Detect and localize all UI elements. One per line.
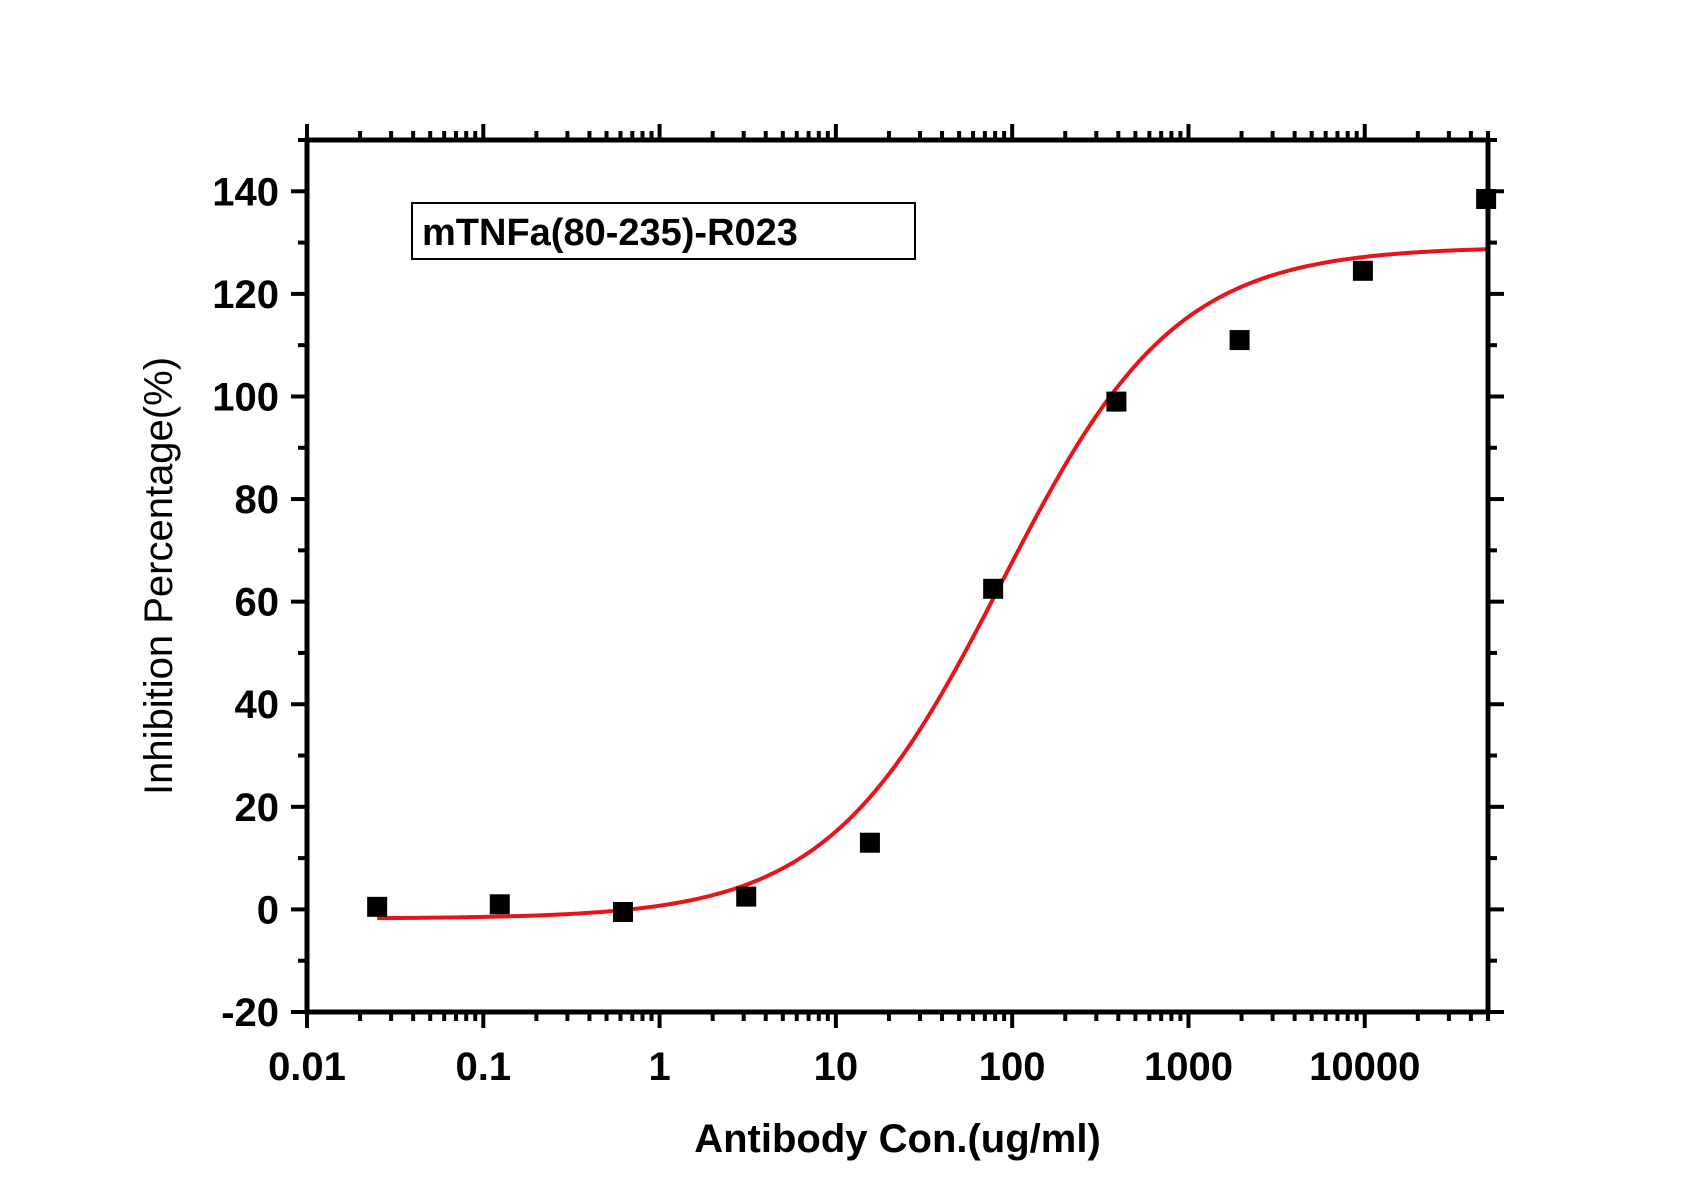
x-tick-label: 100 (979, 1045, 1046, 1089)
data-point (983, 578, 1004, 599)
x-tick-label: 1 (648, 1045, 670, 1089)
legend: mTNFa(80-235)-R023 (411, 202, 916, 260)
y-tick-label: 120 (212, 273, 279, 317)
y-tick-labels: -20 0 20 40 60 80 100 120 140 (212, 170, 279, 1035)
data-point (859, 832, 880, 853)
data-point (367, 896, 388, 917)
data-points-layer (367, 188, 1497, 922)
x-axis-title: Antibody Con.(ug/ml) (694, 1117, 1101, 1161)
y-axis-title: Inhibition Percentage(%) (137, 357, 181, 795)
y-tick-label: 0 (257, 888, 279, 932)
x-tick-label: 0.1 (455, 1045, 511, 1089)
legend-label: mTNFa(80-235)-R023 (422, 212, 798, 254)
y-tick-label: 80 (235, 478, 280, 522)
x-tick-label: 10 (814, 1045, 859, 1089)
plot-frame (304, 137, 1491, 1015)
y-tick-label: 100 (212, 375, 279, 419)
x-tick-label: 0.01 (268, 1045, 346, 1089)
data-point (612, 901, 633, 922)
data-point (1106, 391, 1127, 412)
legend-box (411, 202, 916, 260)
fit-curve (377, 247, 1487, 921)
x-tick-label: 1000 (1144, 1045, 1233, 1089)
y-tick-label: 20 (235, 786, 280, 830)
fit-curve-layer (377, 247, 1487, 921)
y-tick-label: 60 (235, 581, 280, 625)
data-point (1229, 330, 1250, 351)
y-tick-label: -20 (221, 991, 279, 1035)
data-point (736, 886, 757, 907)
data-point (489, 894, 510, 915)
x-tick-label: 10000 (1309, 1045, 1420, 1089)
x-tick-labels: 0.01 0.1 1 10 100 1000 10000 (268, 1045, 1420, 1089)
y-tick-label: 40 (235, 683, 280, 727)
data-point (1352, 260, 1373, 281)
y-tick-label: 140 (212, 170, 279, 214)
